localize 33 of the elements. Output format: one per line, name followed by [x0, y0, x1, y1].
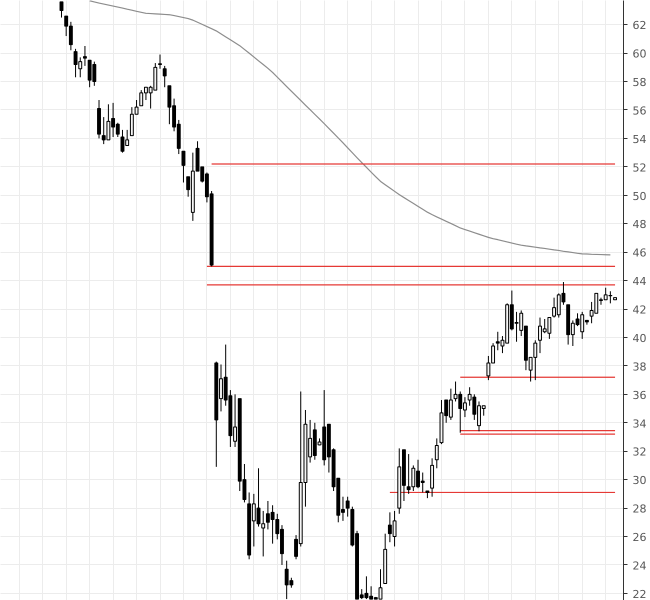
y-tick-label: 42 [632, 304, 646, 317]
candlestick [60, 1, 64, 18]
candlestick [158, 54, 162, 70]
y-tick-label: 46 [632, 246, 646, 260]
candlestick [430, 458, 434, 498]
candlestick [346, 496, 350, 518]
y-tick-label: 26 [632, 531, 646, 544]
y-tick-label: 40 [632, 332, 646, 345]
y-tick-label: 60 [632, 48, 646, 61]
candlestick [74, 48, 78, 78]
y-tick-label: 54 [632, 132, 646, 146]
y-tick-label: 34 [632, 417, 646, 430]
y-tick-label: 22 [632, 588, 646, 600]
y-tick-label: 50 [632, 190, 646, 203]
candlestick [462, 396, 467, 418]
y-tick-label: 30 [632, 474, 646, 488]
y-tick-label: 48 [632, 218, 646, 232]
y-tick-label: 28 [632, 502, 646, 516]
candlestick [162, 65, 167, 88]
candlestick [434, 438, 439, 469]
y-tick-label: 38 [632, 360, 646, 374]
y-tick-label: 32 [632, 446, 646, 459]
candlestick [552, 297, 556, 318]
y-tick-label: 44 [632, 275, 646, 288]
y-tick-label: 36 [632, 388, 646, 402]
y-tick-label: 56 [632, 104, 646, 118]
line-series [89, 0, 611, 256]
y-tick-label: 24 [632, 559, 646, 572]
y-tick-label: 52 [632, 161, 646, 174]
y-tick-label: 58 [632, 76, 646, 90]
y-tick-label: 62 [632, 19, 646, 32]
candlestick [182, 150, 186, 183]
candlestick [82, 46, 87, 66]
